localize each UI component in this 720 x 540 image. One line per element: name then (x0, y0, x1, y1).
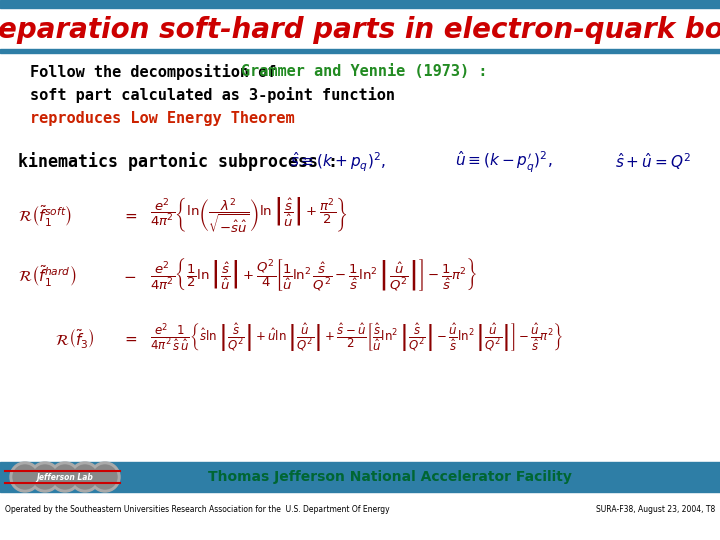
Circle shape (70, 462, 100, 492)
Circle shape (53, 465, 77, 489)
Text: $\mathcal{R}\left(\tilde{f}_1^{soft}\right)$: $\mathcal{R}\left(\tilde{f}_1^{soft}\rig… (18, 202, 72, 227)
Circle shape (90, 462, 120, 492)
Text: $=$: $=$ (122, 207, 138, 222)
Circle shape (13, 465, 37, 489)
Text: $-$: $-$ (123, 267, 137, 282)
Text: Thomas Jefferson National Accelerator Facility: Thomas Jefferson National Accelerator Fa… (208, 470, 572, 484)
Text: $\hat{s} \equiv (k+p_q)^2,$: $\hat{s} \equiv (k+p_q)^2,$ (290, 150, 386, 174)
Bar (125, 467, 290, 487)
Text: Follow the decomposition of: Follow the decomposition of (30, 64, 286, 80)
Circle shape (93, 465, 117, 489)
Text: $\hat{s}+\hat{u}=Q^2$: $\hat{s}+\hat{u}=Q^2$ (615, 152, 691, 172)
Text: Separation soft-hard parts in electron-quark box: Separation soft-hard parts in electron-q… (0, 16, 720, 44)
Text: $=$: $=$ (122, 330, 138, 346)
Bar (0, 49, 720, 53)
Bar (0, 462, 720, 492)
Text: $\mathcal{R}\left(\tilde{f}_1^{hard}\right)$: $\mathcal{R}\left(\tilde{f}_1^{hard}\rig… (18, 262, 76, 287)
Circle shape (10, 462, 40, 492)
Text: reproduces Low Energy Theorem: reproduces Low Energy Theorem (30, 111, 294, 125)
Text: soft part calculated as 3-point function: soft part calculated as 3-point function (30, 87, 395, 103)
Text: Grammer and Yennie (1973) :: Grammer and Yennie (1973) : (241, 64, 487, 79)
Text: kinematics partonic subprocess :: kinematics partonic subprocess : (18, 152, 348, 172)
Circle shape (50, 462, 80, 492)
Circle shape (30, 462, 60, 492)
Text: $\dfrac{e^2}{4\pi^2}\left\{\ln\!\left(\dfrac{\lambda^2}{\sqrt{-\hat{s}\hat{u}}}\: $\dfrac{e^2}{4\pi^2}\left\{\ln\!\left(\d… (150, 195, 348, 235)
Text: $\hat{u} \equiv (k-p_q^{\prime})^2,$: $\hat{u} \equiv (k-p_q^{\prime})^2,$ (455, 150, 552, 174)
Text: Jefferson Lab: Jefferson Lab (37, 472, 94, 482)
Text: SURA-F38, August 23, 2004, T8: SURA-F38, August 23, 2004, T8 (595, 505, 715, 515)
Circle shape (73, 465, 97, 489)
Text: $\mathcal{R}\left(\tilde{f}_3\right)$: $\mathcal{R}\left(\tilde{f}_3\right)$ (55, 327, 95, 349)
Bar (0, 0, 720, 8)
Circle shape (33, 465, 57, 489)
Text: $\dfrac{e^2}{4\pi^2}\left\{\dfrac{1}{2}\ln\left|\dfrac{\hat{s}}{\hat{u}}\right|+: $\dfrac{e^2}{4\pi^2}\left\{\dfrac{1}{2}\… (150, 256, 477, 293)
Bar (590, 467, 710, 487)
Text: Operated by the Southeastern Universities Research Association for the  U.S. Dep: Operated by the Southeastern Universitie… (5, 505, 390, 515)
Text: $\dfrac{e^2}{4\pi^2}\dfrac{1}{\hat{s}\,\hat{u}}\left\{\hat{s}\ln\left|\dfrac{\ha: $\dfrac{e^2}{4\pi^2}\dfrac{1}{\hat{s}\,\… (150, 321, 564, 354)
